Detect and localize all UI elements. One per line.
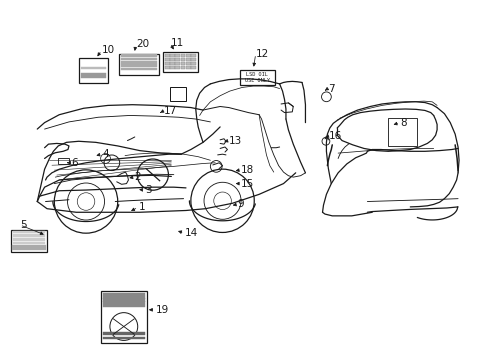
Bar [175, 62, 180, 65]
Bar [170, 54, 175, 57]
Bar [180, 54, 185, 57]
Text: 16: 16 [328, 131, 341, 141]
Bar [185, 54, 190, 57]
Bar [121, 54, 157, 57]
Bar [175, 66, 180, 69]
Bar [121, 61, 157, 63]
Bar [103, 337, 144, 339]
Text: 11: 11 [170, 38, 183, 48]
Bar [185, 66, 190, 69]
Text: 14: 14 [184, 228, 198, 238]
Bar [103, 301, 144, 304]
Bar [164, 66, 169, 69]
Bar [103, 296, 144, 299]
Bar [11, 230, 46, 252]
Bar [191, 58, 195, 61]
Bar [103, 303, 144, 307]
Bar [191, 66, 195, 69]
Bar [164, 58, 169, 61]
Bar [185, 62, 190, 65]
Bar [191, 54, 195, 57]
Text: 19: 19 [156, 305, 169, 315]
Bar [81, 73, 106, 78]
Bar [121, 58, 157, 60]
Bar [101, 291, 147, 343]
Bar [170, 87, 185, 101]
Text: 7: 7 [328, 84, 334, 94]
Text: 9: 9 [237, 199, 244, 210]
Bar [12, 245, 45, 250]
Text: 1: 1 [139, 202, 145, 212]
Bar [387, 118, 416, 146]
Bar [180, 58, 185, 61]
Text: 17: 17 [163, 106, 177, 116]
Bar [164, 62, 169, 65]
Bar [103, 332, 144, 334]
Bar [180, 66, 185, 69]
Bar [13, 242, 44, 244]
Bar [185, 58, 190, 61]
Bar [103, 298, 144, 302]
Text: 6: 6 [71, 158, 78, 168]
Text: 8: 8 [400, 118, 407, 128]
Text: 13: 13 [228, 136, 242, 145]
Bar [121, 64, 157, 67]
Text: USE ONLY: USE ONLY [244, 78, 269, 82]
Bar [13, 238, 44, 240]
Bar [13, 234, 44, 237]
Bar [79, 58, 108, 83]
Bar [175, 54, 180, 57]
Bar [13, 230, 44, 233]
Bar [175, 58, 180, 61]
Bar [170, 58, 175, 61]
Text: 18: 18 [240, 165, 253, 175]
Text: LSD OIL: LSD OIL [246, 72, 267, 77]
Bar [164, 54, 169, 57]
Text: 20: 20 [136, 40, 149, 49]
Text: 2: 2 [134, 172, 141, 182]
Bar [191, 62, 195, 65]
Bar [119, 54, 159, 75]
Bar [81, 67, 106, 69]
Text: 5: 5 [20, 220, 27, 230]
Bar [103, 293, 144, 296]
Bar [180, 62, 185, 65]
Bar [58, 158, 69, 163]
Bar [170, 62, 175, 65]
Text: 10: 10 [102, 45, 115, 55]
Bar [163, 52, 198, 72]
Text: 4: 4 [102, 149, 108, 159]
Text: 3: 3 [145, 185, 151, 195]
Text: 15: 15 [240, 179, 253, 189]
Bar [239, 69, 274, 85]
Bar [121, 68, 157, 70]
Text: 12: 12 [256, 49, 269, 59]
Bar [170, 66, 175, 69]
